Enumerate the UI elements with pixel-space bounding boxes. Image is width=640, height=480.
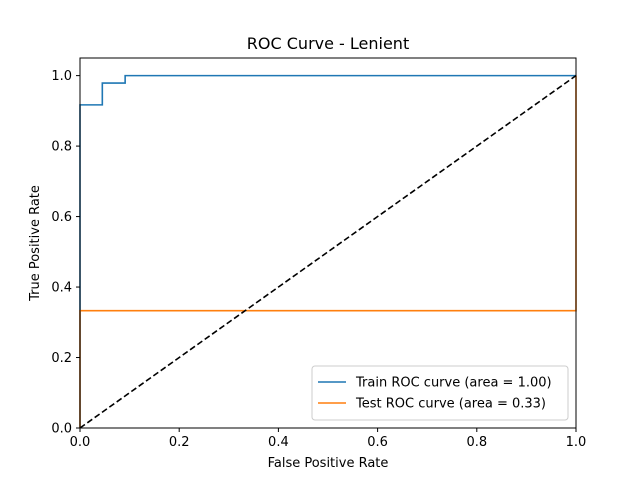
x-tick-label: 0.0 [70,435,91,450]
y-tick-label: 0.0 [51,422,72,437]
legend-entry: Train ROC curve (area = 1.00) [355,376,552,391]
plot-frame [79,57,577,429]
y-tick-label: 0.2 [51,351,72,366]
y-axis-label: True Positive Rate [28,185,43,302]
legend-box [311,365,569,421]
x-tick-label: 0.8 [466,435,487,450]
y-tick-label: 0.6 [51,210,72,225]
x-tick-label: 0.2 [169,435,190,450]
y-axis: 0.0 0.2 0.4 0.6 0.8 1.0 [51,69,80,437]
x-tick-label: 0.4 [268,435,289,450]
x-tick-label: 1.0 [566,435,587,450]
legend: Train ROC curve (area = 1.00) Test ROC cu… [311,365,569,421]
y-tick-label: 1.0 [51,69,72,84]
y-tick-label: 0.8 [51,140,72,155]
x-axis-label: False Positive Rate [268,456,389,471]
legend-entry: Test ROC curve (area = 0.33) [355,397,546,412]
random-baseline-line [79,74,577,429]
x-axis: 0.0 0.2 0.4 0.6 0.8 1.0 [70,428,587,450]
x-tick-label: 0.6 [367,435,388,450]
chart-title: ROC Curve - Lenient [247,34,409,53]
y-tick-label: 0.4 [51,281,72,296]
